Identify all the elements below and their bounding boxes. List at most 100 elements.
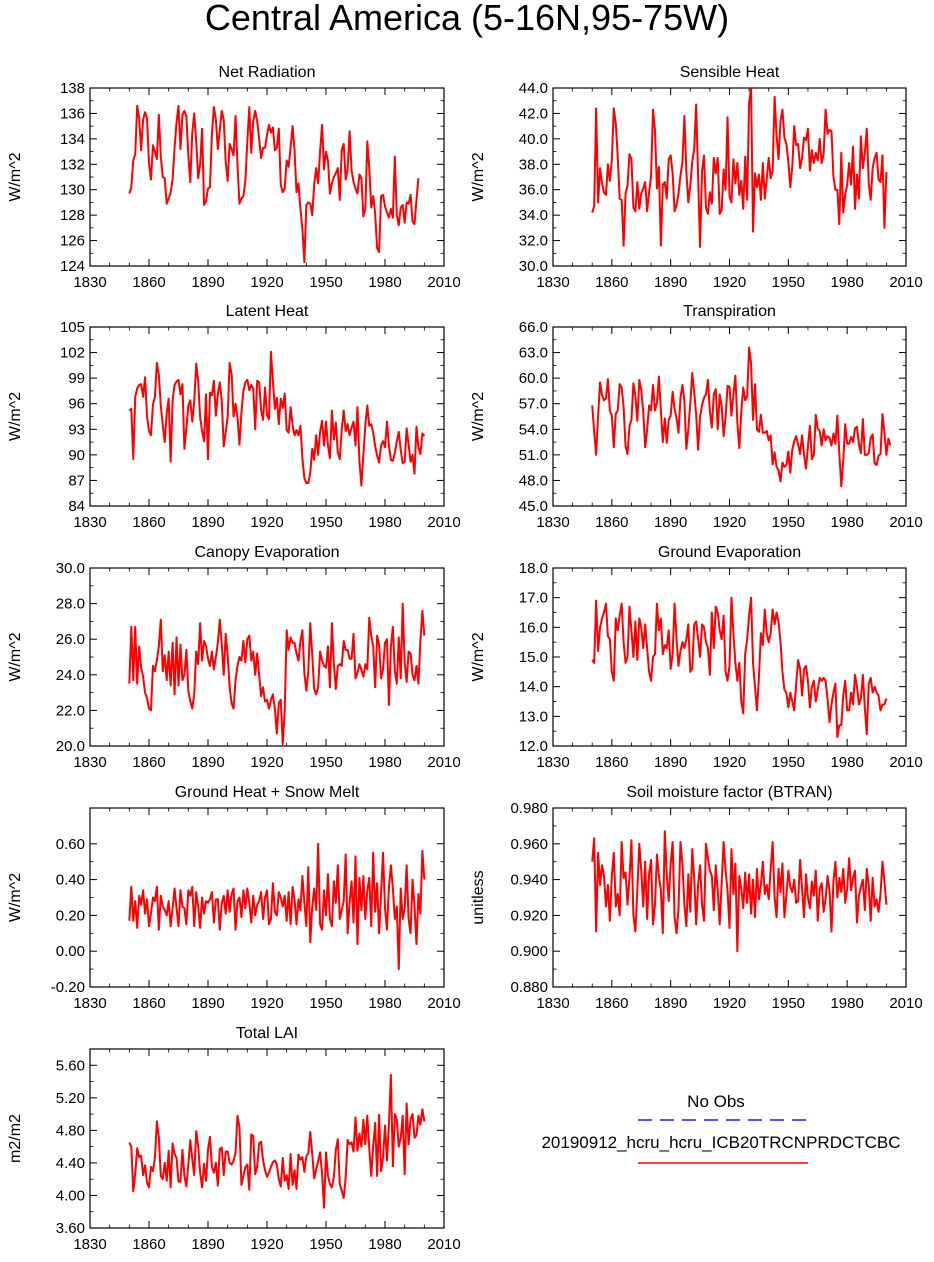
x-tick-label: 1980 [368, 1236, 401, 1253]
legend-obs-label: No Obs [687, 1092, 745, 1111]
y-tick-label: 134 [60, 131, 85, 148]
y-tick-label: 42.0 [519, 105, 548, 122]
y-tick-label: 36.0 [519, 182, 548, 199]
x-tick-label: 2010 [889, 514, 922, 531]
y-tick-label: 124 [60, 258, 85, 275]
y-tick-label: 0.00 [56, 943, 85, 960]
y-tick-label: 20.0 [56, 738, 85, 755]
panel-total-lai: Total LAI 1830 1860 1890 1920 1950 1980 2010 3.6… [7, 1025, 461, 1253]
y-tick-label: 34.0 [519, 207, 548, 224]
y-axis-label: W/m^2 [7, 152, 24, 201]
y-tick-label: 13.0 [519, 708, 548, 725]
y-tick-label: 99 [68, 370, 85, 387]
x-tick-label: 1830 [73, 1236, 106, 1253]
y-axis-label: W/m^2 [470, 632, 487, 681]
panel-transpiration: Transpiration 1830 1860 1890 1920 1950 1980 201… [470, 303, 923, 531]
x-tick-label: 1920 [250, 274, 283, 291]
y-tick-label: 44.0 [519, 80, 548, 97]
y-tick-label: 126 [60, 233, 85, 250]
x-tick-label: 1950 [309, 995, 342, 1012]
panel-ground-evaporation: Ground Evaporation 1830 1860 1890 1920 1950 19… [470, 544, 923, 771]
panel-sensible-heat: Sensible Heat 1830 1860 1890 1920 1950 1980 201… [470, 64, 923, 291]
y-tick-label: 5.20 [56, 1090, 85, 1107]
x-tick-label: 1920 [713, 754, 746, 771]
x-tick-label: 1860 [132, 514, 165, 531]
panel-title: Total LAI [236, 1025, 298, 1042]
panel-ground-heat-snow-melt: Ground Heat + Snow Melt 1830 1860 1890 1920 1… [7, 784, 461, 1012]
panels: Net Radiation 1830 1860 1890 1920 1950 1980 201… [7, 64, 923, 1253]
y-tick-label: 130 [60, 182, 85, 199]
x-tick-label: 2010 [427, 514, 460, 531]
y-tick-label: 66.0 [519, 319, 548, 336]
x-tick-label: 2010 [427, 754, 460, 771]
x-tick-label: 2010 [889, 274, 922, 291]
x-tick-label: 1950 [309, 274, 342, 291]
x-tick-label: 1920 [250, 754, 283, 771]
x-tick-label: 1860 [132, 754, 165, 771]
y-tick-label: 12.0 [519, 738, 548, 755]
y-axis-label: W/m^2 [470, 392, 487, 441]
x-tick-label: 1830 [73, 754, 106, 771]
y-axis-label: W/m^2 [7, 873, 24, 922]
x-tick-label: 1980 [830, 274, 863, 291]
series-line-soil-moisture-factor-btran [591, 830, 888, 953]
x-tick-label: 1920 [250, 514, 283, 531]
panel-title: Transpiration [683, 303, 776, 320]
y-tick-label: 51.0 [519, 447, 548, 464]
y-tick-label: 32.0 [519, 233, 548, 250]
x-tick-label: 1860 [595, 995, 628, 1012]
series-line-sensible-heat [591, 87, 888, 248]
legend: No Obs 20190912_hcru_hcru_ICB20TRCNPRDCT… [541, 1092, 901, 1164]
x-tick-label: 1830 [73, 995, 106, 1012]
y-tick-label: 105 [60, 319, 85, 336]
y-axis-label: W/m^2 [470, 152, 487, 201]
x-tick-label: 1890 [654, 514, 687, 531]
y-tick-label: 4.80 [56, 1122, 85, 1139]
y-tick-label: 0.980 [510, 800, 548, 817]
y-tick-label: 93 [68, 421, 85, 438]
panel-title: Net Radiation [219, 64, 316, 81]
y-tick-label: 5.60 [56, 1057, 85, 1074]
y-tick-label: 138 [60, 80, 85, 97]
x-tick-label: 1950 [772, 754, 805, 771]
y-tick-label: 128 [60, 207, 85, 224]
y-tick-label: 0.920 [510, 907, 548, 924]
x-tick-label: 1950 [309, 514, 342, 531]
y-axis-label: unitless [470, 870, 487, 924]
y-tick-label: 40.0 [519, 131, 548, 148]
y-tick-label: 0.20 [56, 907, 85, 924]
y-tick-label: 132 [60, 156, 85, 173]
y-tick-label: 0.60 [56, 836, 85, 853]
y-tick-label: 90 [68, 447, 85, 464]
x-tick-label: 1860 [132, 274, 165, 291]
y-tick-label: 24.0 [56, 667, 85, 684]
x-tick-label: 1890 [191, 514, 224, 531]
x-tick-label: 1890 [654, 274, 687, 291]
y-tick-label: 0.940 [510, 872, 548, 889]
y-axis-label: W/m^2 [7, 632, 24, 681]
x-tick-label: 1920 [713, 274, 746, 291]
x-tick-label: 1980 [368, 995, 401, 1012]
x-tick-label: 1980 [368, 274, 401, 291]
panel-canopy-evaporation: Canopy Evaporation 1830 1860 1890 1920 1950 19… [7, 544, 461, 771]
x-tick-label: 1830 [536, 995, 569, 1012]
x-tick-label: 1920 [713, 514, 746, 531]
y-tick-label: 0.40 [56, 872, 85, 889]
y-tick-label: 48.0 [519, 472, 548, 489]
x-tick-label: 1950 [772, 274, 805, 291]
x-tick-label: 1830 [536, 514, 569, 531]
y-tick-label: 15.0 [519, 649, 548, 666]
plot-frame [89, 87, 445, 267]
y-tick-label: 22.0 [56, 702, 85, 719]
y-tick-label: 60.0 [519, 370, 548, 387]
x-tick-label: 1890 [191, 754, 224, 771]
x-tick-label: 1980 [830, 514, 863, 531]
x-tick-label: 1950 [309, 1236, 342, 1253]
panel-title: Latent Heat [226, 303, 309, 320]
x-tick-label: 1860 [132, 1236, 165, 1253]
y-tick-label: 30.0 [519, 258, 548, 275]
x-tick-label: 2010 [889, 754, 922, 771]
series-line-total-lai [128, 1074, 426, 1209]
series-line-latent-heat [128, 350, 426, 487]
y-tick-label: 30.0 [56, 560, 85, 577]
